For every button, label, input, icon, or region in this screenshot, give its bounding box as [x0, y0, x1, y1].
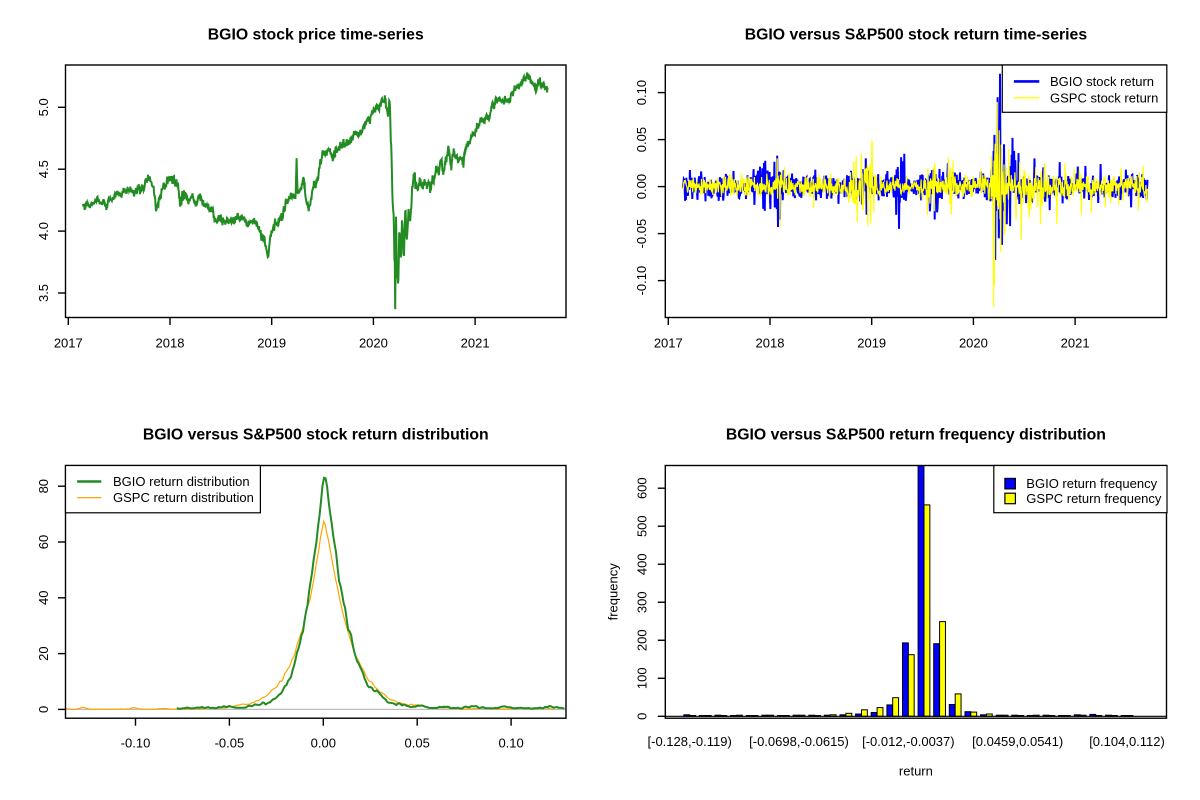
svg-text:2021: 2021 — [1061, 336, 1090, 351]
svg-text:BGIO return frequency: BGIO return frequency — [1026, 476, 1157, 491]
svg-text:BGIO stock return: BGIO stock return — [1050, 74, 1154, 89]
svg-text:[-0.128,-0.119): [-0.128,-0.119) — [648, 734, 732, 749]
svg-text:return: return — [899, 764, 933, 779]
svg-text:-0.10: -0.10 — [634, 266, 649, 296]
svg-text:3.5: 3.5 — [36, 284, 51, 302]
svg-text:0: 0 — [635, 713, 650, 720]
svg-text:100: 100 — [635, 667, 650, 689]
svg-text:frequency: frequency — [606, 563, 621, 621]
svg-text:5.0: 5.0 — [36, 98, 51, 116]
svg-text:300: 300 — [635, 591, 650, 613]
svg-text:BGIO return distribution: BGIO return distribution — [113, 474, 250, 489]
svg-text:BGIO versus S&P500 return freq: BGIO versus S&P500 return frequency dist… — [726, 427, 1106, 444]
svg-text:[0.0459,0.0541): [0.0459,0.0541) — [972, 734, 1063, 749]
svg-text:0.05: 0.05 — [405, 736, 430, 751]
svg-text:BGIO versus S&P500 stock retur: BGIO versus S&P500 stock return distribu… — [143, 427, 489, 444]
svg-text:4.0: 4.0 — [36, 222, 51, 240]
svg-text:GSPC stock return: GSPC stock return — [1050, 90, 1158, 105]
svg-text:0.05: 0.05 — [634, 127, 649, 152]
svg-text:GSPC return frequency: GSPC return frequency — [1026, 491, 1162, 506]
svg-text:60: 60 — [36, 535, 51, 549]
svg-text:2019: 2019 — [257, 336, 286, 351]
svg-text:200: 200 — [635, 629, 650, 651]
svg-text:[0.104,0.112): [0.104,0.112) — [1089, 734, 1165, 749]
svg-text:2018: 2018 — [756, 336, 785, 351]
svg-text:2020: 2020 — [359, 336, 388, 351]
svg-text:2018: 2018 — [156, 336, 185, 351]
svg-text:-0.05: -0.05 — [215, 736, 245, 751]
svg-text:-0.10: -0.10 — [121, 736, 151, 751]
svg-text:80: 80 — [36, 479, 51, 493]
svg-text:BGIO versus S&P500 stock retur: BGIO versus S&P500 stock return time-ser… — [745, 27, 1088, 44]
svg-text:600: 600 — [635, 477, 650, 499]
svg-text:4.5: 4.5 — [36, 160, 51, 178]
svg-text:500: 500 — [635, 515, 650, 537]
svg-text:2017: 2017 — [54, 336, 83, 351]
svg-text:0.00: 0.00 — [311, 736, 336, 751]
svg-text:20: 20 — [36, 646, 51, 660]
svg-text:BGIO stock price time-series: BGIO stock price time-series — [208, 27, 424, 44]
svg-text:40: 40 — [36, 591, 51, 605]
svg-text:2019: 2019 — [857, 336, 886, 351]
svg-text:0.10: 0.10 — [498, 736, 523, 751]
svg-text:[-0.0698,-0.0615): [-0.0698,-0.0615) — [749, 734, 849, 749]
svg-text:2021: 2021 — [461, 336, 490, 351]
svg-text:-0.05: -0.05 — [634, 219, 649, 249]
svg-text:2020: 2020 — [959, 336, 988, 351]
svg-text:[-0.012,-0.0037): [-0.012,-0.0037) — [862, 734, 955, 749]
svg-text:0: 0 — [36, 706, 51, 713]
svg-text:400: 400 — [635, 553, 650, 575]
svg-text:GSPC return distribution: GSPC return distribution — [113, 490, 254, 505]
svg-text:0.10: 0.10 — [634, 80, 649, 105]
svg-text:0.00: 0.00 — [634, 174, 649, 199]
svg-text:2017: 2017 — [654, 336, 683, 351]
